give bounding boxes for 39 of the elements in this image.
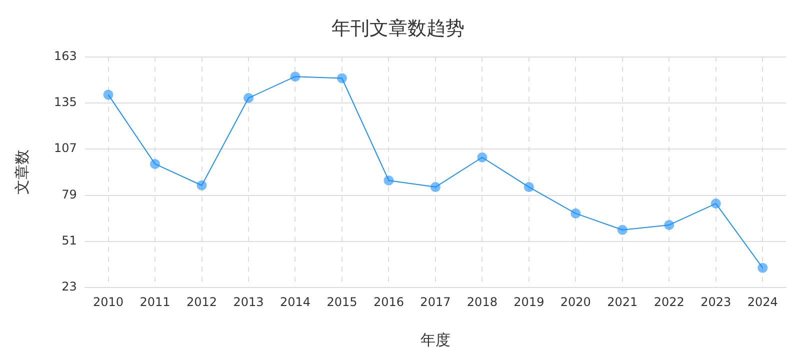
x-tick-label: 2018 [466, 294, 498, 309]
x-tick-label: 2020 [560, 294, 591, 309]
y-tick-label: 135 [54, 95, 77, 110]
x-tick-label: 2011 [140, 294, 170, 309]
point [710, 198, 721, 209]
point [336, 73, 347, 84]
point [103, 90, 114, 100]
point [664, 220, 674, 230]
y-tick-label: 163 [54, 48, 77, 63]
point [384, 175, 394, 186]
x-tick-label: 2022 [654, 294, 684, 309]
x-tick-label: 2013 [233, 294, 264, 309]
x-tick-label: 2021 [607, 294, 638, 309]
y-tick-label: 107 [54, 141, 77, 156]
x-tick-label: 2012 [186, 294, 218, 309]
x-axis-title: 年度 [420, 330, 450, 349]
y-axis-title: 文章数 [12, 150, 31, 195]
point [617, 224, 628, 235]
y-tick-label: 79 [62, 187, 77, 202]
y-tick-label: 51 [62, 234, 77, 248]
point [290, 72, 300, 82]
point [243, 93, 254, 104]
x-tick-label: 2017 [420, 294, 451, 309]
x-tick-label: 2019 [514, 294, 544, 309]
y-tick-label: 23 [62, 280, 77, 294]
x-tick-label: 2014 [280, 294, 311, 309]
point [430, 182, 440, 192]
x-tick-label: 2023 [700, 294, 732, 309]
x-tick-label: 2024 [747, 294, 778, 309]
chart-title: 年刊文章数趋势 [332, 17, 464, 40]
point [477, 152, 488, 162]
point [758, 262, 768, 273]
x-tick-label: 2016 [373, 294, 404, 309]
x-tick-label: 2015 [326, 294, 358, 309]
point [524, 182, 534, 192]
point [196, 180, 207, 190]
point [570, 208, 581, 218]
x-tick-label: 2010 [93, 294, 124, 309]
point [150, 158, 160, 169]
